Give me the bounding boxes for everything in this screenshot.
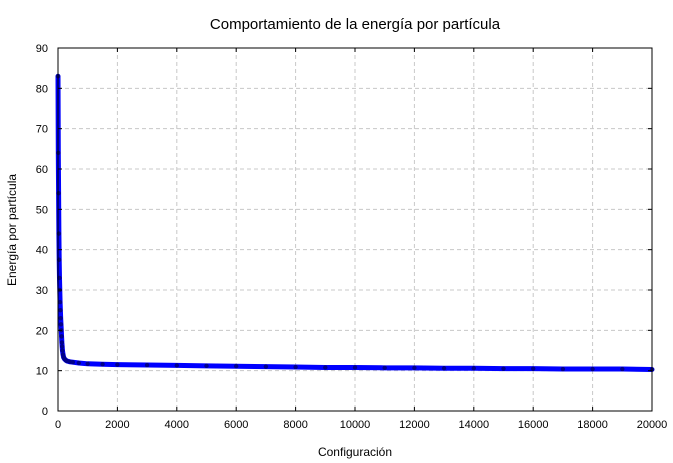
y-tick-label: 40 — [36, 245, 48, 257]
y-axis: 0 10 20 30 40 50 60 70 80 90 — [36, 43, 652, 418]
y-tick-label: 90 — [36, 43, 48, 55]
data-point — [352, 365, 358, 370]
x-tick-label: 10000 — [340, 419, 371, 431]
data-point — [70, 359, 76, 365]
data-point — [234, 364, 239, 369]
data-point — [58, 307, 63, 313]
data-point — [85, 361, 90, 367]
data-point — [590, 366, 595, 372]
x-tick-label: 18000 — [577, 419, 608, 431]
data-point — [620, 366, 625, 372]
data-point — [59, 344, 65, 349]
y-tick-label: 10 — [36, 366, 48, 378]
data-point — [60, 348, 65, 353]
data-point — [501, 366, 506, 371]
x-tick-label: 6000 — [224, 419, 248, 431]
data-point — [204, 363, 209, 369]
data-point — [76, 360, 81, 366]
x-tick-label: 16000 — [518, 419, 549, 431]
x-tick-label: 2000 — [105, 419, 129, 431]
data-point — [412, 365, 417, 371]
x-tick-label: 20000 — [637, 419, 668, 431]
x-tick-label: 12000 — [399, 419, 430, 431]
x-axis: 0 2000 4000 6000 8000 10000 12000 14000 16000 180… — [55, 48, 667, 431]
y-tick-label: 20 — [36, 325, 48, 337]
y-tick-label: 30 — [36, 285, 48, 297]
data-point — [263, 364, 269, 369]
data-point — [174, 363, 179, 368]
y-tick-label: 60 — [36, 164, 48, 176]
data-point — [58, 322, 64, 327]
data-point — [323, 365, 328, 370]
data-point — [100, 362, 105, 367]
data-point — [115, 362, 120, 367]
x-tick-label: 8000 — [283, 419, 307, 431]
data-point — [56, 191, 61, 196]
y-axis-label: Energía por partícula — [5, 174, 19, 286]
data-point — [471, 366, 476, 371]
x-tick-label: 4000 — [165, 419, 189, 431]
chart-title: Comportamiento de la energía por partícu… — [210, 16, 501, 33]
x-tick-label: 0 — [55, 419, 61, 431]
data-series — [55, 73, 655, 372]
data-point — [57, 299, 63, 305]
data-point — [531, 366, 536, 371]
data-point — [59, 334, 64, 339]
data-point — [59, 340, 65, 345]
x-tick-label: 14000 — [459, 419, 490, 431]
y-tick-label: 0 — [42, 406, 48, 418]
y-tick-label: 70 — [36, 124, 48, 136]
y-tick-label: 80 — [36, 83, 48, 95]
data-point — [441, 366, 447, 371]
data-point — [56, 231, 62, 236]
data-point — [58, 316, 63, 321]
data-point — [144, 362, 150, 368]
y-tick-label: 50 — [36, 204, 48, 216]
data-point — [560, 366, 566, 372]
grid — [58, 48, 652, 411]
data-point — [382, 365, 387, 371]
x-axis-label: Configuración — [318, 445, 392, 459]
data-point — [293, 364, 298, 370]
